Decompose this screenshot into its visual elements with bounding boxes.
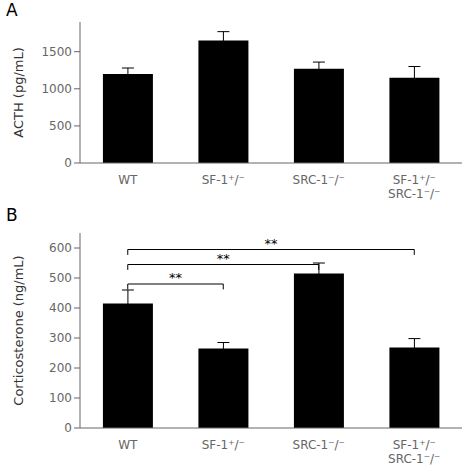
svg-text:ACTH (pg/mL): ACTH (pg/mL) (11, 47, 26, 138)
svg-text:500: 500 (49, 271, 72, 285)
svg-text:WT: WT (118, 438, 138, 452)
svg-text:0: 0 (64, 156, 72, 170)
svg-text:**: ** (265, 236, 279, 251)
svg-text:**: ** (169, 270, 183, 285)
svg-text:Corticosterone (ng/mL): Corticosterone (ng/mL) (11, 255, 26, 405)
html-text:A: A (6, 0, 18, 20)
svg-text:200: 200 (49, 361, 72, 375)
svg-text:600: 600 (49, 241, 72, 255)
svg-text:500: 500 (49, 119, 72, 133)
svg-text:SF-1⁺/⁻: SF-1⁺/⁻ (202, 438, 245, 452)
svg-text:**: ** (217, 251, 231, 266)
svg-text:SRC-1⁻/⁻: SRC-1⁻/⁻ (293, 438, 345, 452)
html-text:B: B (6, 205, 18, 225)
svg-text:1500: 1500 (41, 45, 72, 59)
svg-text:SF-1⁺/⁻SRC-1⁻/⁻: SF-1⁺/⁻SRC-1⁻/⁻ (388, 438, 440, 466)
svg-text:300: 300 (49, 331, 72, 345)
svg-text:400: 400 (49, 301, 72, 315)
svg-text:0: 0 (64, 421, 72, 435)
svg-text:SF-1⁺/⁻: SF-1⁺/⁻ (202, 173, 245, 187)
svg-text:WT: WT (118, 173, 138, 187)
svg-text:SF-1⁺/⁻SRC-1⁻/⁻: SF-1⁺/⁻SRC-1⁻/⁻ (388, 173, 440, 201)
svg-text:100: 100 (49, 391, 72, 405)
svg-text:1000: 1000 (41, 82, 72, 96)
svg-text:SRC-1⁻/⁻: SRC-1⁻/⁻ (293, 173, 345, 187)
